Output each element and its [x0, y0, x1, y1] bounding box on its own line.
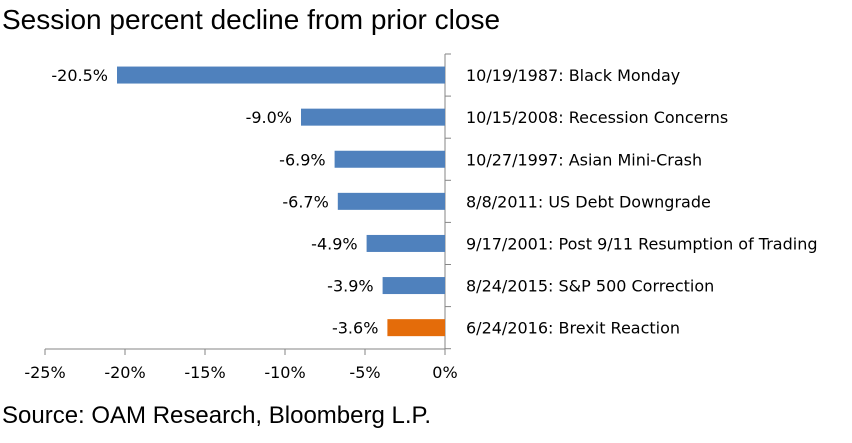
bar — [301, 108, 445, 126]
x-tick-label: -15% — [184, 363, 225, 382]
x-tick-label: -10% — [264, 363, 305, 382]
bar — [337, 192, 445, 210]
category-label: 10/15/2008: Recession Concerns — [466, 108, 728, 127]
category-label: 8/8/2011: US Debt Downgrade — [466, 192, 711, 211]
data-label: -4.9% — [311, 234, 357, 253]
bar — [366, 234, 445, 252]
x-tick-label: -25% — [24, 363, 65, 382]
x-tick-label: 0% — [432, 363, 457, 382]
category-label: 6/24/2016: Brexit Reaction — [466, 319, 680, 338]
chart-source: Source: OAM Research, Bloomberg L.P. — [2, 402, 432, 429]
data-label: -6.7% — [282, 192, 328, 211]
data-label: -3.6% — [332, 319, 378, 338]
x-tick-label: -20% — [104, 363, 145, 382]
data-label: -9.0% — [246, 108, 292, 127]
category-label: 10/27/1997: Asian Mini-Crash — [466, 150, 702, 169]
bar — [334, 150, 445, 168]
data-label: -6.9% — [279, 150, 325, 169]
data-label: -3.9% — [327, 277, 373, 296]
category-label: 8/24/2015: S&P 500 Correction — [466, 277, 714, 296]
bar — [382, 277, 445, 295]
category-label: 9/17/2001: Post 9/11 Resumption of Tradi… — [466, 234, 818, 253]
x-tick-label: -5% — [349, 363, 380, 382]
bar — [387, 319, 445, 337]
chart-title: Session percent decline from prior close — [2, 4, 501, 35]
bar — [117, 66, 445, 84]
data-label: -20.5% — [51, 66, 108, 85]
category-label: 10/19/1987: Black Monday — [466, 66, 680, 85]
